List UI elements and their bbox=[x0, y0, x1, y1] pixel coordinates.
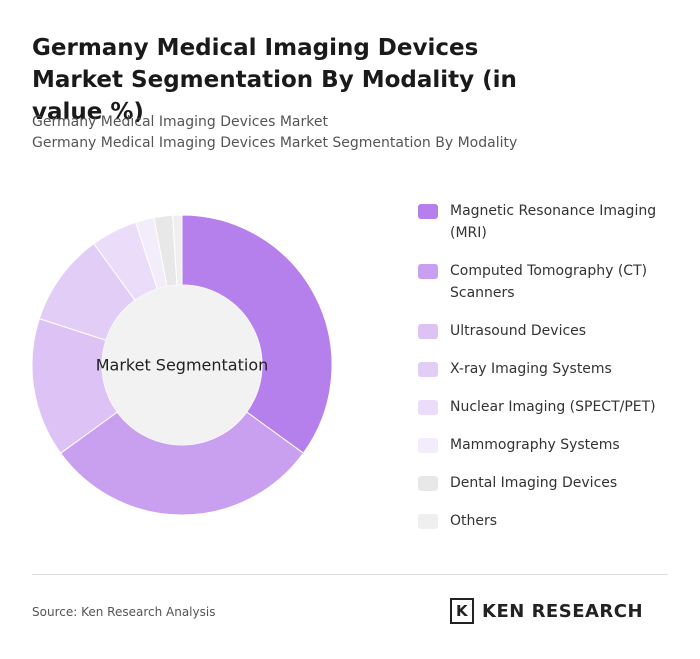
legend-item: Mammography Systems bbox=[418, 434, 678, 456]
legend-swatch bbox=[418, 438, 438, 453]
legend-item: X-ray Imaging Systems bbox=[418, 358, 678, 380]
logo-icon: K bbox=[450, 598, 474, 624]
legend-label: Nuclear Imaging (SPECT/PET) bbox=[450, 399, 656, 415]
legend-swatch bbox=[418, 476, 438, 491]
legend-label: Computed Tomography (CT) Scanners bbox=[450, 263, 648, 301]
legend-item: Computed Tomography (CT) Scanners bbox=[418, 260, 678, 304]
legend-swatch bbox=[418, 400, 438, 415]
legend-label: Magnetic Resonance Imaging (MRI) bbox=[450, 203, 657, 241]
legend-swatch bbox=[418, 514, 438, 529]
logo-text: KEN RESEARCH bbox=[482, 600, 644, 622]
legend-swatch bbox=[418, 362, 438, 377]
legend-item: Nuclear Imaging (SPECT/PET) bbox=[418, 396, 678, 418]
legend-label: Ultrasound Devices bbox=[450, 323, 587, 339]
donut-hole bbox=[102, 285, 262, 445]
legend-item: Others bbox=[418, 510, 678, 532]
legend-swatch bbox=[418, 204, 438, 219]
legend-label: X-ray Imaging Systems bbox=[450, 361, 612, 377]
chart: Market Segmentation bbox=[31, 214, 333, 516]
divider bbox=[32, 574, 668, 575]
center-label: Market Segmentation bbox=[96, 356, 269, 375]
legend-label: Others bbox=[450, 513, 498, 529]
legend-item: Dental Imaging Devices bbox=[418, 472, 678, 494]
legend-swatch bbox=[418, 264, 438, 279]
legend-item: Magnetic Resonance Imaging (MRI) bbox=[418, 200, 678, 244]
legend-item: Ultrasound Devices bbox=[418, 320, 678, 342]
legend: Magnetic Resonance Imaging (MRI) Computed… bbox=[418, 200, 678, 548]
logo: K KEN RESEARCH bbox=[450, 598, 643, 624]
legend-swatch bbox=[418, 324, 438, 339]
legend-label: Mammography Systems bbox=[450, 437, 620, 453]
chart-title: Germany Medical Imaging Devices Market S… bbox=[32, 35, 517, 125]
source: Source: Ken Research Analysis bbox=[32, 605, 216, 619]
legend-label: Dental Imaging Devices bbox=[450, 475, 618, 491]
subtitle: Germany Medical Imaging Devices Market bbox=[32, 114, 328, 130]
subtitle: Germany Medical Imaging Devices Market S… bbox=[32, 135, 518, 151]
